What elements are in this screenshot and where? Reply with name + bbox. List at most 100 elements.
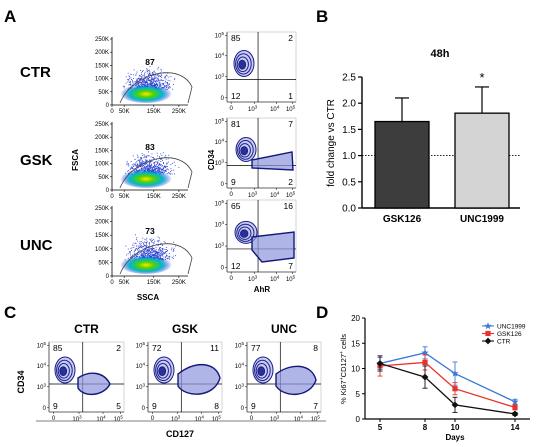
scatter-dot: [142, 80, 144, 81]
scatter-dot: [160, 79, 162, 81]
scatter-dot: [165, 78, 167, 80]
scatter-dot: [139, 160, 141, 161]
scatter-dot: [133, 245, 135, 247]
scatter-dot: [148, 151, 149, 153]
contour-y-tick-label-base: 10: [37, 385, 44, 391]
scatter-dot: [166, 250, 168, 252]
scatter-dot: [147, 249, 149, 251]
scatter-dot: [161, 154, 163, 156]
scatter-xlabel: SSCA: [137, 293, 159, 302]
scatter-dot: [164, 166, 165, 168]
scatter-dot: [153, 254, 155, 255]
scatter-dot: [159, 237, 160, 239]
scatter-dot: [136, 80, 138, 82]
scatter-dot: [144, 252, 145, 254]
contour-ring: [236, 56, 249, 73]
contour-y-tick-label-base: 10: [37, 344, 44, 350]
scatter-dot: [130, 254, 131, 256]
scatter-y-tick-label: 150K: [95, 233, 109, 239]
quadrant-lower-left: 9: [53, 401, 58, 411]
scatter-dot: [135, 81, 137, 83]
series-point: [422, 359, 428, 366]
scatter-dot: [146, 250, 148, 251]
contour-y-tick-label: 105: [37, 341, 47, 350]
scatter-dot: [143, 74, 145, 76]
scatter-dot: [174, 78, 176, 80]
scatter-dot: [132, 167, 133, 169]
contour-y-tick-label-base: 10: [215, 34, 222, 40]
scatter-dot: [151, 241, 153, 243]
scatter-dot: [135, 165, 137, 167]
scatter-dot: [151, 246, 153, 248]
quadrant-lower-left: 9: [152, 401, 157, 411]
scatter-dot: [153, 74, 154, 76]
quadrant-lower-right: 1: [288, 91, 293, 101]
scatter-dot: [162, 168, 164, 170]
contour-x-tick-label: 105: [286, 191, 296, 200]
scatter-dot: [137, 167, 138, 169]
scatter-dot: [135, 243, 137, 245]
scatter-plot-1: 250K 200K 150K 100K 50K 00 50K 150K 250K 87: [95, 37, 193, 115]
contour-x-tick-label-exp: 3: [277, 415, 280, 420]
scatter-dot: [164, 167, 166, 169]
scatter-dot: [154, 252, 156, 254]
contour-y-tick-label-exp: 4: [241, 361, 244, 366]
bar-gsk126: [374, 120, 430, 209]
scatter-dot: [147, 249, 149, 251]
scatter-dot: [149, 246, 151, 248]
scatter-dot: [134, 249, 136, 250]
scatter-dot: [138, 82, 140, 84]
contour-x-tick-label-exp: 3: [255, 275, 258, 280]
contour-x-tick-label-exp: 3: [255, 191, 258, 196]
scatter-dot: [168, 256, 170, 258]
scatter-dot: [143, 80, 145, 82]
scatter-dot: [160, 252, 162, 254]
bar-y-tick-label: 0.5: [342, 177, 356, 188]
scatter-dot: [129, 251, 130, 253]
scatter-gate-percent: 87: [145, 57, 155, 67]
contour-y-tick-label: 105: [136, 341, 146, 350]
contour-x-tick-zero: 0: [229, 106, 233, 112]
scatter-dot: [142, 70, 144, 71]
scatter-dot: [138, 165, 140, 166]
scatter-dot: [140, 76, 142, 78]
scatter-dot: [155, 74, 156, 76]
scatter-dot: [159, 72, 161, 73]
contour-x-tick-label-base: 10: [270, 193, 277, 199]
contour-ylabel: CD34: [207, 149, 216, 170]
contour-y-tick-label: 104: [136, 361, 146, 370]
scatter-dot: [147, 78, 149, 80]
contour-y-tick-zero: 0: [221, 266, 225, 272]
scatter-dot: [150, 81, 151, 83]
scatter-dot: [137, 79, 139, 81]
scatter-dot: [135, 165, 137, 167]
series-point: [421, 349, 429, 356]
scatter-dot: [152, 72, 153, 73]
scatter-dot: [167, 83, 168, 85]
panel-c-xlabel: CD127: [166, 429, 194, 439]
scatter-dot: [156, 164, 157, 166]
scatter-dot: [139, 161, 140, 163]
scatter-dot: [127, 72, 129, 74]
scatter-dot: [166, 85, 167, 86]
contour-ring: [238, 143, 251, 158]
scatter-dot: [149, 73, 150, 75]
scatter-x-tick-label: 250K: [172, 194, 186, 200]
contour-ring: [57, 363, 70, 379]
scatter-dot: [165, 158, 167, 160]
scatter-x-tick-label: 250K: [172, 280, 186, 286]
contour-x-tick-label-base: 10: [171, 417, 178, 423]
scatter-dot: [145, 249, 147, 251]
scatter-dot: [169, 255, 171, 257]
scatter-dot: [134, 81, 136, 83]
scatter-ylabel: FSCA: [71, 149, 80, 171]
line-x-tick-label: 14: [511, 423, 520, 432]
scatter-dot: [146, 237, 148, 239]
scatter-dot: [162, 252, 163, 254]
scatter-dot: [157, 253, 159, 254]
scatter-dot: [172, 251, 174, 253]
scatter-dot: [136, 239, 137, 241]
contour-x-tick-label-exp: 3: [79, 415, 82, 420]
scatter-dot: [152, 157, 154, 158]
